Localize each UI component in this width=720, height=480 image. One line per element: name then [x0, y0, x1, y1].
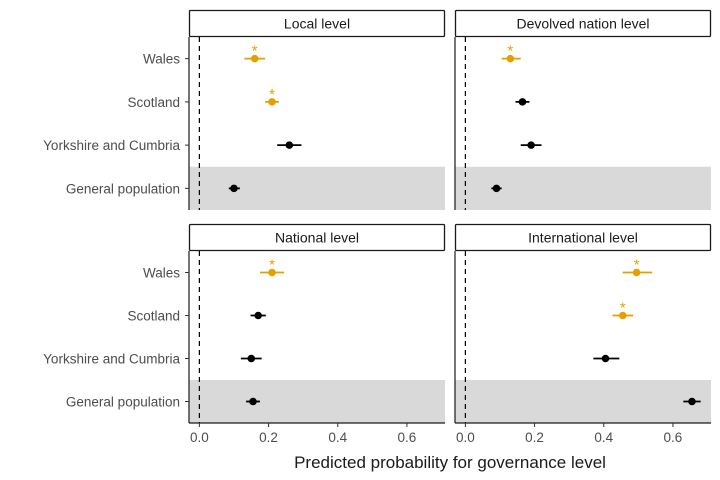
x-axis-title: Predicted probability for governance lev… [294, 453, 606, 472]
data-point [492, 184, 501, 193]
facet-panel-4: International level 0.0 0.2 0.4 0.6 * * [454, 223, 712, 445]
facet-panel-1: Local level Wales Scotland Yorkshire and Cu… [43, 9, 446, 210]
data-point [249, 397, 257, 406]
shaded-band [189, 166, 445, 210]
data-point [632, 268, 641, 277]
facet-panel-3: National level Wales Scotland Yorkshire and… [43, 223, 446, 445]
significance-star: * [620, 300, 626, 317]
x-tick-label: 0.2 [525, 430, 544, 445]
data-point [268, 98, 276, 106]
facet-strip [188, 9, 446, 38]
category-label: Wales [143, 52, 180, 67]
facet-title: Devolved nation level [516, 16, 649, 32]
panels-layer: Local level Wales Scotland Yorkshire and Cu… [43, 9, 712, 445]
data-point [268, 268, 276, 277]
facet-title: Local level [284, 16, 350, 32]
x-tick-label: 0.6 [398, 430, 417, 445]
shaded-band [189, 380, 445, 423]
category-label: Scotland [127, 309, 180, 324]
x-tick-label: 0.0 [190, 430, 209, 445]
facet-panel-2: Devolved nation level* [454, 9, 712, 210]
significance-star: * [634, 257, 640, 274]
data-point [254, 311, 262, 320]
data-point [618, 311, 627, 320]
category-label: Yorkshire and Cumbria [43, 138, 180, 153]
x-tick-label: 0.6 [664, 430, 683, 445]
data-point [518, 98, 527, 106]
data-point [688, 397, 696, 406]
category-label: Wales [143, 266, 180, 281]
category-label: Scotland [127, 95, 180, 110]
x-tick-label: 0.4 [328, 430, 347, 445]
category-label: Yorkshire and Cumbria [43, 352, 180, 367]
significance-star: * [269, 257, 275, 274]
x-tick-label: 0.4 [594, 430, 613, 445]
significance-star: * [252, 43, 258, 60]
data-point [601, 354, 610, 363]
facet-strip [188, 223, 446, 252]
data-point [506, 54, 515, 63]
facet-title: National level [275, 230, 359, 246]
significance-star: * [269, 86, 275, 103]
x-tick-label: 0.0 [456, 430, 475, 445]
data-point [247, 354, 256, 363]
facet-strip [454, 9, 712, 38]
data-point [250, 54, 259, 63]
shaded-band [455, 380, 711, 423]
category-label: General population [66, 181, 180, 196]
significance-star: * [507, 43, 513, 60]
data-point [285, 141, 294, 149]
x-tick-label: 0.2 [259, 430, 278, 445]
facet-title: International level [528, 230, 638, 246]
data-point [527, 141, 535, 149]
data-point [230, 184, 238, 193]
facet-strip [454, 223, 712, 252]
category-label: General population [66, 395, 180, 410]
